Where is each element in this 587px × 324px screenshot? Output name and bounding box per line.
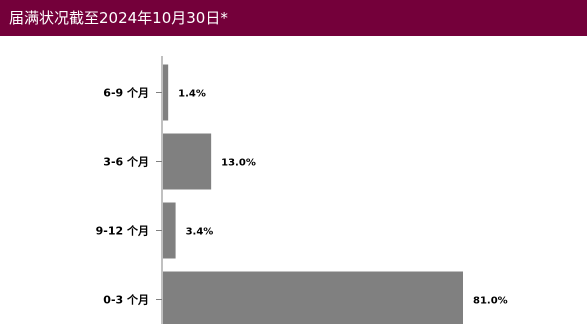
bar-chart: 6-9 个月 1.4% 3-6 个月 13.0% 9-12 个月 3.4% 0-3 个月 81…	[96, 56, 508, 324]
bar-2	[163, 202, 176, 259]
bar-3	[163, 271, 463, 324]
value-label-3: 81.0%	[473, 296, 508, 307]
value-label-0: 1.4%	[178, 89, 206, 100]
labels-layer: 6-9 个月 1.4% 3-6 个月 13.0% 9-12 个月 3.4% 0-3 个月 81…	[96, 86, 508, 307]
category-label-1: 3-6 个月	[103, 155, 149, 169]
category-label-2: 9-12 个月	[96, 224, 149, 238]
value-label-1: 13.0%	[221, 158, 256, 169]
bar-1	[163, 133, 212, 190]
value-label-2: 3.4%	[186, 227, 214, 238]
category-label-0: 6-9 个月	[103, 86, 149, 100]
category-label-3: 0-3 个月	[103, 293, 149, 307]
bars-layer	[163, 64, 463, 324]
chart-title: 届满状况截至2024年10月30日*	[0, 0, 587, 36]
bar-0	[163, 64, 169, 121]
